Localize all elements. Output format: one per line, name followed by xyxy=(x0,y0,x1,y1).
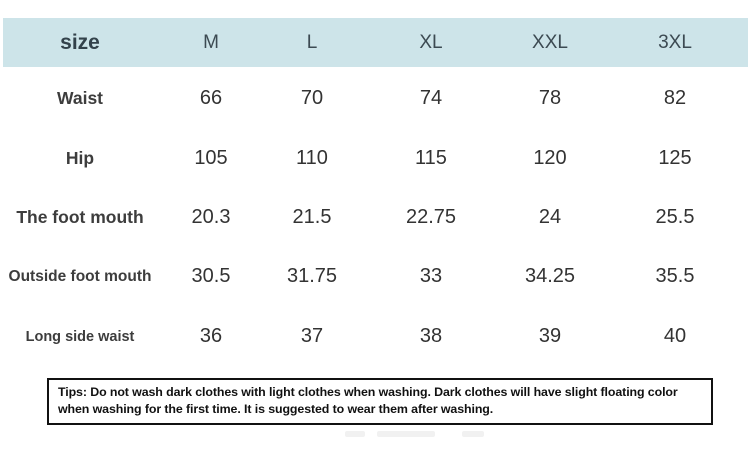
cell-value: 31.75 xyxy=(286,265,338,287)
cell-value: 70 xyxy=(300,86,324,109)
cell-value: 82 xyxy=(663,86,687,109)
table-row-long-side-waist: Long side waist 36 37 38 39 40 xyxy=(0,306,750,367)
column-header-3xl: 3XL xyxy=(658,31,692,53)
row-label: Waist xyxy=(56,87,104,108)
tips-text: Tips: Do not wash dark clothes with ligh… xyxy=(58,385,678,416)
faint-watermark-mark xyxy=(462,431,484,437)
column-header-l: L xyxy=(306,31,318,53)
faint-watermark-mark xyxy=(377,431,435,437)
size-table: size M L XL XXL 3XL Waist 66 70 74 78 82… xyxy=(0,18,750,367)
cell-value: 39 xyxy=(538,325,562,347)
cell-value: 78 xyxy=(538,86,562,109)
table-header-band xyxy=(3,18,748,67)
table-row-outside-foot-mouth: Outside foot mouth 30.5 31.75 33 34.25 3… xyxy=(0,247,750,306)
cell-value: 38 xyxy=(419,325,443,347)
cell-value: 36 xyxy=(199,325,223,347)
cell-value: 66 xyxy=(199,86,223,109)
faint-watermark-mark xyxy=(345,431,365,437)
cell-value: 21.5 xyxy=(292,205,332,228)
cell-value: 74 xyxy=(419,86,443,109)
cell-value: 37 xyxy=(300,325,324,347)
table-row-waist: Waist 66 70 74 78 82 xyxy=(0,67,750,129)
cell-value: 120 xyxy=(533,146,567,169)
cell-value: 24 xyxy=(538,205,562,228)
cell-value: 34.25 xyxy=(524,265,576,287)
cell-value: 33 xyxy=(419,265,443,287)
cell-value: 105 xyxy=(194,146,228,169)
cell-value: 20.3 xyxy=(191,205,231,228)
table-row-hip: Hip 105 110 115 120 125 xyxy=(0,129,750,187)
row-label: Hip xyxy=(65,147,95,168)
cell-value: 35.5 xyxy=(655,265,695,287)
cell-value: 22.75 xyxy=(405,205,457,228)
size-header-cell: size xyxy=(60,30,100,54)
cell-value: 110 xyxy=(296,146,328,169)
tips-box: Tips: Do not wash dark clothes with ligh… xyxy=(47,378,713,425)
table-row-foot-mouth: The foot mouth 20.3 21.5 22.75 24 25.5 xyxy=(0,187,750,247)
cell-value: 30.5 xyxy=(191,265,231,287)
cell-value: 40 xyxy=(663,325,687,347)
row-label: Long side waist xyxy=(25,328,135,345)
row-label: The foot mouth xyxy=(16,206,144,227)
row-label: Outside foot mouth xyxy=(8,267,152,285)
table-header-row: size M L XL XXL 3XL xyxy=(0,18,750,67)
cell-value: 115 xyxy=(415,146,447,169)
cell-value: 25.5 xyxy=(655,205,695,228)
cell-value: 125 xyxy=(658,146,692,169)
column-header-xxl: XXL xyxy=(532,31,568,53)
column-header-xl: XL xyxy=(419,31,443,53)
column-header-m: M xyxy=(203,31,219,53)
